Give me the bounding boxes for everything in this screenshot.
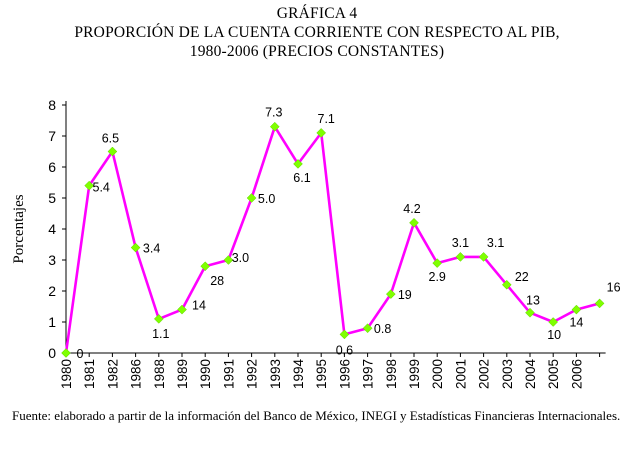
- data-label: 19: [398, 288, 412, 302]
- data-point-marker: [548, 317, 559, 327]
- data-point-marker: [223, 255, 234, 265]
- x-tick-label: 1993: [268, 359, 283, 389]
- data-point-marker: [84, 180, 95, 191]
- data-point-marker: [525, 307, 535, 318]
- data-point-marker: [362, 323, 373, 334]
- y-tick-label: 3: [48, 252, 56, 268]
- y-tick-label: 0: [48, 345, 56, 361]
- data-point-marker: [107, 146, 118, 157]
- data-label: 3.1: [487, 236, 504, 250]
- data-label: 5.4: [93, 181, 110, 195]
- x-tick-label: 1980: [59, 359, 74, 389]
- data-point-marker: [432, 258, 443, 268]
- data-point-marker: [501, 279, 512, 290]
- chart-title-line-2: PROPORCIÓN DE LA CUENTA CORRIENTE CON RE…: [74, 24, 560, 41]
- data-label: 3.4: [143, 242, 160, 256]
- y-tick-label: 1: [48, 314, 56, 330]
- y-tick-label: 8: [48, 97, 56, 113]
- data-label: 10: [547, 328, 561, 342]
- data-label: 2.9: [429, 270, 446, 284]
- data-point-marker: [455, 252, 466, 262]
- data-label: 14: [569, 316, 583, 330]
- x-tick-label: 1997: [361, 359, 376, 389]
- x-tick-label: 1991: [221, 359, 236, 389]
- data-label: 1.1: [152, 327, 169, 341]
- x-tick-label: 2002: [477, 359, 492, 389]
- data-label: 6.1: [293, 171, 310, 185]
- x-tick-label: 1992: [245, 359, 260, 389]
- x-tick-label: 1995: [314, 359, 329, 389]
- data-label: 28: [210, 274, 224, 288]
- chart-title-line-3: 1980-2006 (PRECIOS CONSTANTES): [189, 43, 445, 60]
- x-tick-label: 1988: [152, 359, 167, 389]
- x-tick-label: 1990: [198, 359, 213, 389]
- y-tick-label: 6: [48, 159, 56, 175]
- data-label: 0: [77, 347, 84, 361]
- data-point-marker: [594, 298, 605, 309]
- data-point-marker: [316, 128, 327, 138]
- data-label: 16: [607, 280, 621, 294]
- series-line: [64, 125, 600, 354]
- data-label: 14: [192, 299, 206, 313]
- source-note: Fuente: elaborado a partir de la informa…: [12, 408, 621, 423]
- y-tick-label: 2: [48, 283, 56, 299]
- x-tick-label: 1996: [337, 359, 352, 389]
- x-tick-label: 1998: [384, 359, 399, 389]
- x-tick-label: 2004: [523, 359, 538, 390]
- x-tick-label: 1994: [291, 359, 306, 390]
- x-tick-label: 1986: [129, 359, 144, 389]
- x-tick-label: 2003: [500, 359, 515, 389]
- chart-title-line-1: GRÁFICA 4: [276, 5, 358, 22]
- x-tick-label: 1989: [175, 359, 190, 389]
- y-tick-label: 5: [48, 190, 56, 206]
- y-tick-label: 7: [48, 128, 56, 144]
- x-tick-label: 1982: [105, 359, 120, 389]
- data-point-marker: [339, 329, 350, 340]
- data-label: 22: [515, 270, 529, 284]
- data-point-marker: [269, 121, 280, 132]
- data-point-marker: [61, 348, 71, 358]
- data-point-marker: [130, 242, 141, 253]
- data-label: 7.3: [265, 106, 282, 120]
- data-point-marker: [571, 304, 582, 315]
- data-label: 3.1: [452, 236, 469, 250]
- chart-title: GRÁFICA 4 PROPORCIÓN DE LA CUENTA CORRIE…: [0, 4, 634, 61]
- data-label: 0.6: [336, 343, 353, 357]
- x-tick-label: 1981: [82, 359, 97, 389]
- data-point-marker: [153, 314, 164, 324]
- data-point-marker: [385, 289, 396, 299]
- data-label: 3.0: [232, 251, 249, 265]
- x-tick-label: 2001: [453, 359, 468, 389]
- y-tick-label: 4: [48, 221, 56, 237]
- data-label: 5.0: [258, 192, 275, 206]
- data-label: 4.2: [403, 202, 420, 216]
- x-tick-label: 2006: [569, 359, 584, 389]
- x-tick-label: 2000: [430, 359, 445, 389]
- data-label: 7.1: [318, 112, 335, 126]
- data-label: 13: [526, 294, 540, 308]
- data-point-marker: [200, 261, 211, 272]
- data-point-marker: [478, 252, 489, 262]
- x-tick-label: 2005: [546, 359, 561, 389]
- y-axis-title: Porcentajes: [11, 194, 27, 263]
- data-label: 0.8: [374, 322, 391, 336]
- data-label: 6.5: [102, 132, 119, 146]
- x-tick-label: 1999: [407, 359, 422, 389]
- data-point-marker: [177, 304, 187, 315]
- data-point-marker: [293, 159, 303, 169]
- data-point-marker: [409, 217, 419, 228]
- data-point-marker: [246, 193, 257, 203]
